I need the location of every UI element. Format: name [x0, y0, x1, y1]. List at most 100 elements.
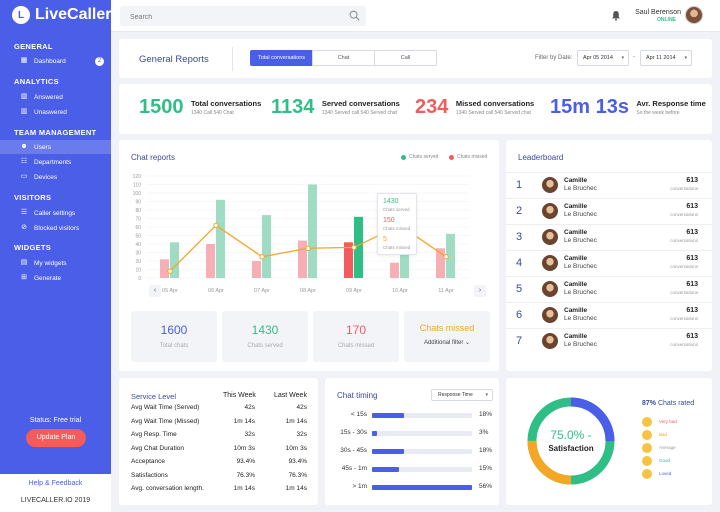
satisfaction-percent: 75.0% -: [550, 428, 592, 442]
sidebar-item-label: Devices: [34, 173, 58, 181]
additional-filter-dropdown[interactable]: Additional filter ⌄: [404, 339, 490, 346]
timing-bar-fill: [372, 449, 405, 454]
conversation-unit: conversations: [670, 290, 698, 295]
y-tick-label: 60: [135, 225, 141, 231]
response-time-select[interactable]: Response Time ▾: [431, 389, 493, 401]
leaderboard-title: Leaderboard: [518, 153, 564, 162]
avatar: [542, 307, 558, 323]
kpi-value: 15m 13s: [550, 96, 629, 118]
sidebar-item-label: Unaswered: [34, 108, 67, 116]
col-this-week: This Week: [223, 392, 256, 399]
leaderboard-row[interactable]: 6 Camille Le Bruchec 613 conversations: [506, 302, 712, 328]
sidebar-item-unanswered[interactable]: ▥ Unaswered: [0, 105, 111, 119]
timing-bar-track: [372, 413, 472, 418]
this-week-value: 10m 3s: [233, 444, 255, 452]
x-tick-label: 08 Apr: [300, 288, 316, 294]
rating-label: Bad: [659, 432, 668, 437]
avatar: [542, 229, 558, 245]
conversation-unit: conversations: [670, 186, 698, 191]
sidebar-item-users[interactable]: ☻ Users: [0, 140, 111, 154]
service-level-title: Service Level: [131, 392, 177, 401]
leaderboard-row[interactable]: 1 Camille Le Bruchec 613 conversations: [506, 172, 712, 198]
sidebar-item-devices[interactable]: ▭ Devices: [0, 170, 111, 184]
conversation-unit: conversations: [670, 238, 698, 243]
this-week-value: 1m 14s: [233, 417, 255, 425]
sidebar-item-answered[interactable]: ▥ Answered: [0, 90, 111, 104]
agent-last-name: Le Bruchec: [564, 185, 597, 192]
leaderboard-row[interactable]: 2 Camille Le Bruchec 613 conversations: [506, 198, 712, 224]
satisfaction-card: 75.0% - Satisfaction 87% Chats rated Ver…: [506, 378, 712, 505]
nav-section-visitors: VISITORS: [14, 193, 52, 202]
kpi-total: 1500 Total conversations 1340 Call 540 C…: [139, 96, 261, 119]
users-icon: ☻: [20, 143, 28, 150]
bell-icon[interactable]: [611, 10, 621, 21]
search-input[interactable]: [120, 7, 330, 28]
leaderboard-row[interactable]: 4 Camille Le Bruchec 613 conversations: [506, 250, 712, 276]
leaderboard-row[interactable]: 5 Camille Le Bruchec 613 conversations: [506, 276, 712, 302]
date-to-select[interactable]: Apr 11 2014 ▾: [640, 50, 692, 66]
agent-last-name: Le Bruchec: [564, 237, 597, 244]
update-plan-button[interactable]: Update Plan: [26, 429, 86, 447]
tab-chat[interactable]: Chat: [312, 50, 375, 66]
nav-section-analytics: ANALYTICS: [14, 77, 59, 86]
sidebar-item-generate[interactable]: ⊞ Generate: [0, 271, 111, 285]
bar-missed: [206, 244, 215, 278]
tooltip-missed-value: 150: [383, 217, 395, 224]
legend-served: Chats served: [401, 154, 438, 160]
leaderboard-row[interactable]: 3 Camille Le Bruchec 613 conversations: [506, 224, 712, 250]
sidebar: L LiveCaller GENERAL ▦ Dashboard 2 ANALY…: [0, 0, 111, 512]
kpi-sub: 1340 Call 540 Chat: [190, 110, 234, 116]
x-tick-label: 06 Apr: [208, 288, 224, 294]
bar-missed: [298, 240, 307, 278]
rating-label: Very bad: [659, 419, 677, 424]
smiley-face-icon: [642, 416, 652, 427]
rating-row: Average: [642, 442, 676, 453]
timing-bar-fill: [372, 485, 472, 490]
tooltip-served-value: 1430: [383, 198, 399, 205]
last-week-value: 1m 14s: [285, 417, 307, 425]
chart-next-button[interactable]: ›: [474, 285, 486, 297]
select-value: Response Time: [438, 392, 473, 398]
y-tick-label: 10: [135, 268, 141, 274]
chart-prev-button[interactable]: ‹: [149, 285, 161, 297]
tab-call[interactable]: Call: [374, 50, 437, 66]
tab-total-conversations[interactable]: Total conversations: [250, 50, 313, 66]
kpi-value: 234: [415, 96, 449, 118]
tooltip-missed-label: Chats missed: [383, 226, 411, 231]
search-icon[interactable]: [349, 10, 360, 21]
kpi-strip: 1500 Total conversations 1340 Call 540 C…: [119, 84, 712, 134]
sidebar-item-caller-settings[interactable]: ☰ Caller settings: [0, 206, 111, 220]
sidebar-item-departments[interactable]: ☷ Departments: [0, 155, 111, 169]
user-status: ONLINE: [657, 17, 676, 23]
agent-last-name: Le Bruchec: [564, 211, 597, 218]
trend-point: [213, 222, 219, 228]
metric-label: Avg Wait Time (Missed): [131, 417, 200, 425]
sidebar-item-blocked-visitors[interactable]: ⊘ Blocked visitors: [0, 221, 111, 235]
app-name: LiveCaller: [35, 6, 112, 23]
metric-label: Avg. conversation length.: [131, 485, 204, 492]
conversation-count: 613: [686, 307, 698, 314]
date-from-select[interactable]: Apr 05 2014 ▾: [577, 50, 629, 66]
y-tick-label: 90: [135, 200, 141, 206]
sidebar-item-dashboard[interactable]: ▦ Dashboard 2: [0, 54, 111, 68]
rank-number: 3: [516, 231, 523, 243]
date-from-value: Apr 05 2014: [583, 55, 613, 61]
devices-icon: ▭: [20, 173, 28, 180]
last-week-value: 32s: [296, 431, 307, 438]
sidebar-item-label: Blocked visitors: [34, 224, 80, 232]
brand[interactable]: L LiveCaller: [12, 6, 111, 24]
agent-first-name: Camille: [564, 229, 588, 236]
sidebar-item-label: My widgets: [34, 259, 67, 267]
avatar[interactable]: [685, 6, 703, 24]
help-feedback-link[interactable]: Help & Feedback: [28, 480, 83, 487]
user-name[interactable]: Saul Berenson: [635, 9, 681, 16]
leaderboard-row[interactable]: 7 Camille Le Bruchec 613 conversations: [506, 328, 712, 354]
stat-filter[interactable]: Chats missed Additional filter ⌄: [404, 311, 490, 362]
chevron-down-icon: ▾: [684, 55, 687, 61]
sidebar-item-label: Answered: [34, 93, 63, 101]
conversation-unit: conversations: [670, 212, 698, 217]
notification-badge: 2: [95, 56, 104, 66]
sidebar-item-my-widgets[interactable]: ▤ My widgets: [0, 256, 111, 270]
x-tick-label: 05 Apr: [162, 288, 178, 294]
last-week-value: 1m 14s: [285, 485, 307, 492]
